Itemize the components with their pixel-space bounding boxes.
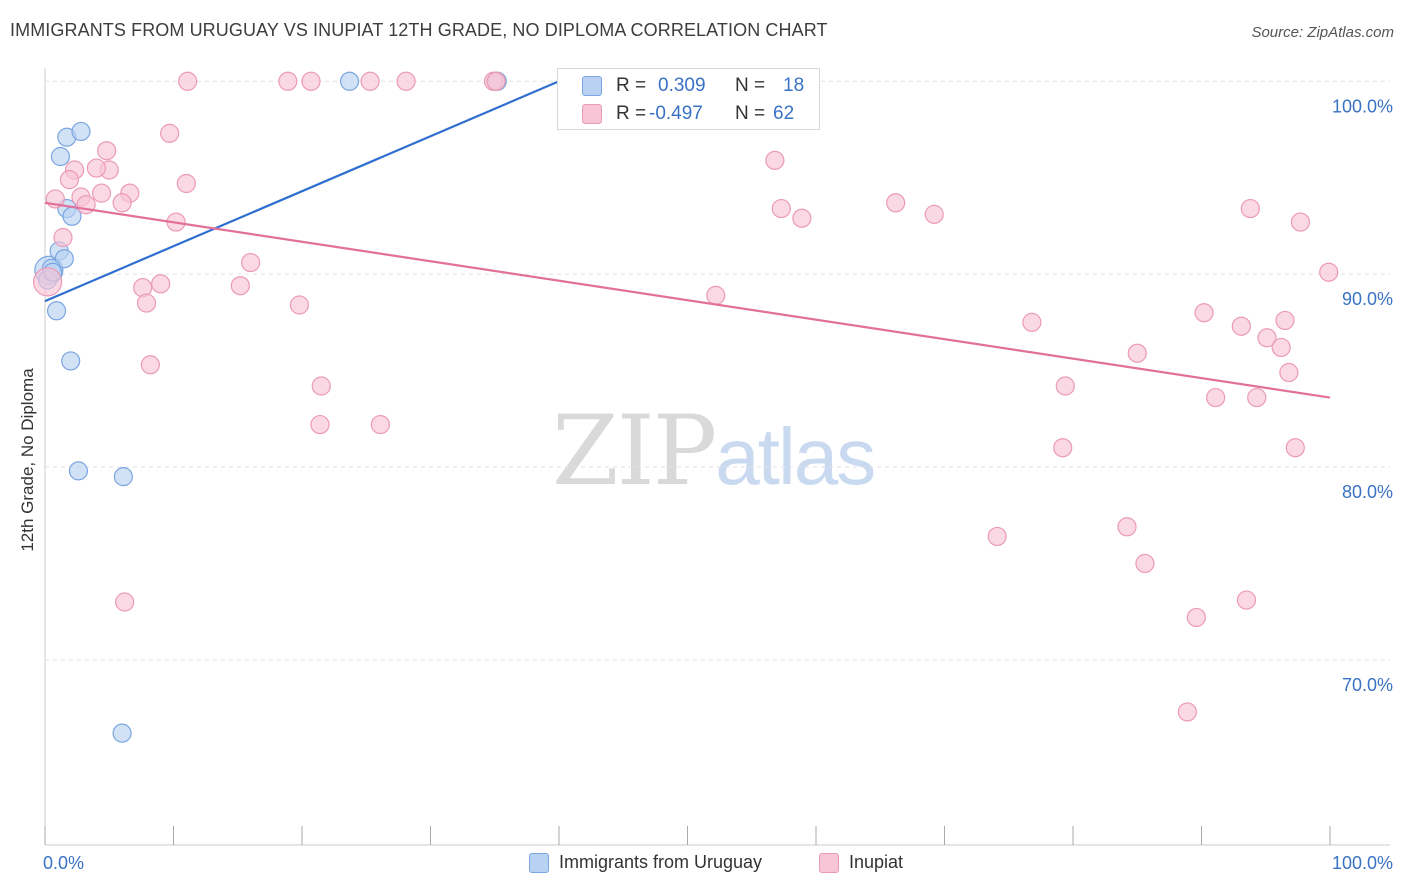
data-point-inupiat [301, 71, 321, 91]
legend-n-value: 62 [773, 103, 795, 124]
data-point-inupiat [230, 276, 250, 296]
legend-n-value: 18 [783, 75, 805, 96]
bottom-legend-swatch-uruguay [529, 853, 549, 873]
legend-row-uruguay: R = 0.309 N = 18 [558, 73, 819, 101]
y-axis-label: 12th Grade, No Diploma [18, 368, 37, 552]
data-point-uruguay [61, 351, 81, 371]
data-point-inupiat [91, 183, 112, 203]
legend-swatch-uruguay [582, 76, 602, 96]
y-axis-label-wrap: 12th Grade, No Diploma [8, 250, 48, 670]
data-point-inupiat [1127, 343, 1147, 363]
trend-line-uruguay [44, 80, 560, 303]
trend-line-inupiat [44, 201, 1331, 399]
data-point-uruguay [112, 723, 132, 743]
data-point-inupiat [1257, 328, 1277, 348]
data-point-inupiat [765, 150, 785, 170]
data-point-inupiat [176, 173, 196, 194]
data-point-inupiat [178, 71, 198, 91]
data-point-inupiat [310, 414, 330, 435]
data-point-inupiat [241, 252, 261, 273]
data-point-inupiat [53, 227, 73, 248]
correlation-legend: R = 0.309 N = 18 R = -0.497 N = 62 [557, 68, 820, 130]
data-point-inupiat [360, 71, 380, 91]
data-point-inupiat [59, 170, 80, 190]
bottom-legend-swatch-inupiat [819, 853, 839, 873]
data-point-inupiat [1053, 438, 1073, 458]
data-point-inupiat [1247, 387, 1267, 408]
data-point-uruguay [50, 146, 71, 167]
data-point-inupiat [1271, 337, 1291, 358]
watermark-atlas: atlas [715, 412, 876, 501]
data-point-inupiat [1319, 262, 1339, 282]
bottom-legend-label-inupiat: Inupiat [849, 852, 904, 872]
legend-n-label: N = [735, 75, 766, 96]
data-point-inupiat [140, 355, 160, 375]
bottom-legend-label-uruguay: Immigrants from Uruguay [559, 852, 763, 872]
watermark-zip: ZIP [552, 395, 717, 507]
legend-r-value: 0.309 [658, 75, 706, 96]
y-tick-label: 70.0% [1342, 675, 1393, 695]
data-point-uruguay [71, 121, 91, 142]
data-point-inupiat [1206, 387, 1226, 408]
data-point-inupiat [1279, 362, 1299, 383]
data-point-inupiat [1177, 702, 1197, 722]
data-point-inupiat [151, 274, 171, 294]
data-point-uruguay [339, 71, 360, 91]
data-point-inupiat [987, 526, 1007, 547]
data-point-inupiat [86, 158, 107, 178]
data-point-inupiat [112, 193, 132, 213]
data-point-inupiat [1194, 303, 1214, 323]
data-point-inupiat [924, 204, 944, 224]
legend-row-inupiat: R = -0.497 N = 62 [558, 101, 819, 129]
data-point-inupiat [370, 414, 390, 435]
data-point-uruguay [46, 301, 67, 321]
data-point-inupiat [32, 267, 63, 297]
data-point-inupiat [1022, 312, 1042, 332]
data-point-uruguay [68, 461, 89, 481]
data-point-uruguay [113, 467, 133, 487]
data-point-inupiat [115, 592, 135, 612]
legend-r-label: R = [616, 103, 647, 124]
data-point-inupiat [160, 123, 180, 143]
y-tick-label: 80.0% [1342, 482, 1393, 502]
legend-r-label: R = [616, 75, 647, 96]
data-point-inupiat [289, 295, 310, 315]
data-point-inupiat [1117, 517, 1137, 537]
data-point-inupiat [396, 71, 416, 91]
y-tick-label: 90.0% [1342, 289, 1393, 309]
data-point-inupiat [1240, 198, 1260, 219]
data-point-inupiat [486, 71, 506, 91]
data-point-inupiat [1285, 438, 1305, 458]
x-tick-label: 100.0% [1332, 853, 1393, 873]
y-tick-label: 100.0% [1332, 96, 1393, 116]
watermark: ZIPatlas [552, 395, 876, 507]
data-point-inupiat [1135, 553, 1155, 574]
data-point-inupiat [886, 193, 906, 213]
x-tick-label: 0.0% [43, 853, 84, 873]
source-label: Source: ZipAtlas.com [1251, 24, 1394, 41]
data-point-inupiat [97, 141, 117, 161]
data-point-inupiat [136, 293, 157, 313]
legend-r-value: -0.497 [649, 103, 703, 124]
data-point-inupiat [1275, 310, 1295, 331]
data-point-inupiat [706, 285, 726, 305]
data-point-inupiat [1231, 316, 1251, 336]
legend-n-label: N = [735, 103, 766, 124]
data-point-inupiat [1186, 607, 1206, 628]
legend-swatch-inupiat [582, 104, 602, 124]
data-point-inupiat [311, 376, 331, 396]
data-point-uruguay [54, 249, 74, 269]
chart-title: IMMIGRANTS FROM URUGUAY VS INUPIAT 12TH … [10, 20, 828, 40]
data-point-inupiat [792, 208, 812, 228]
data-point-inupiat [1290, 212, 1311, 232]
data-point-inupiat [771, 198, 791, 219]
data-point-inupiat [1055, 376, 1075, 396]
data-point-inupiat [1236, 590, 1257, 610]
data-point-inupiat [278, 71, 298, 91]
